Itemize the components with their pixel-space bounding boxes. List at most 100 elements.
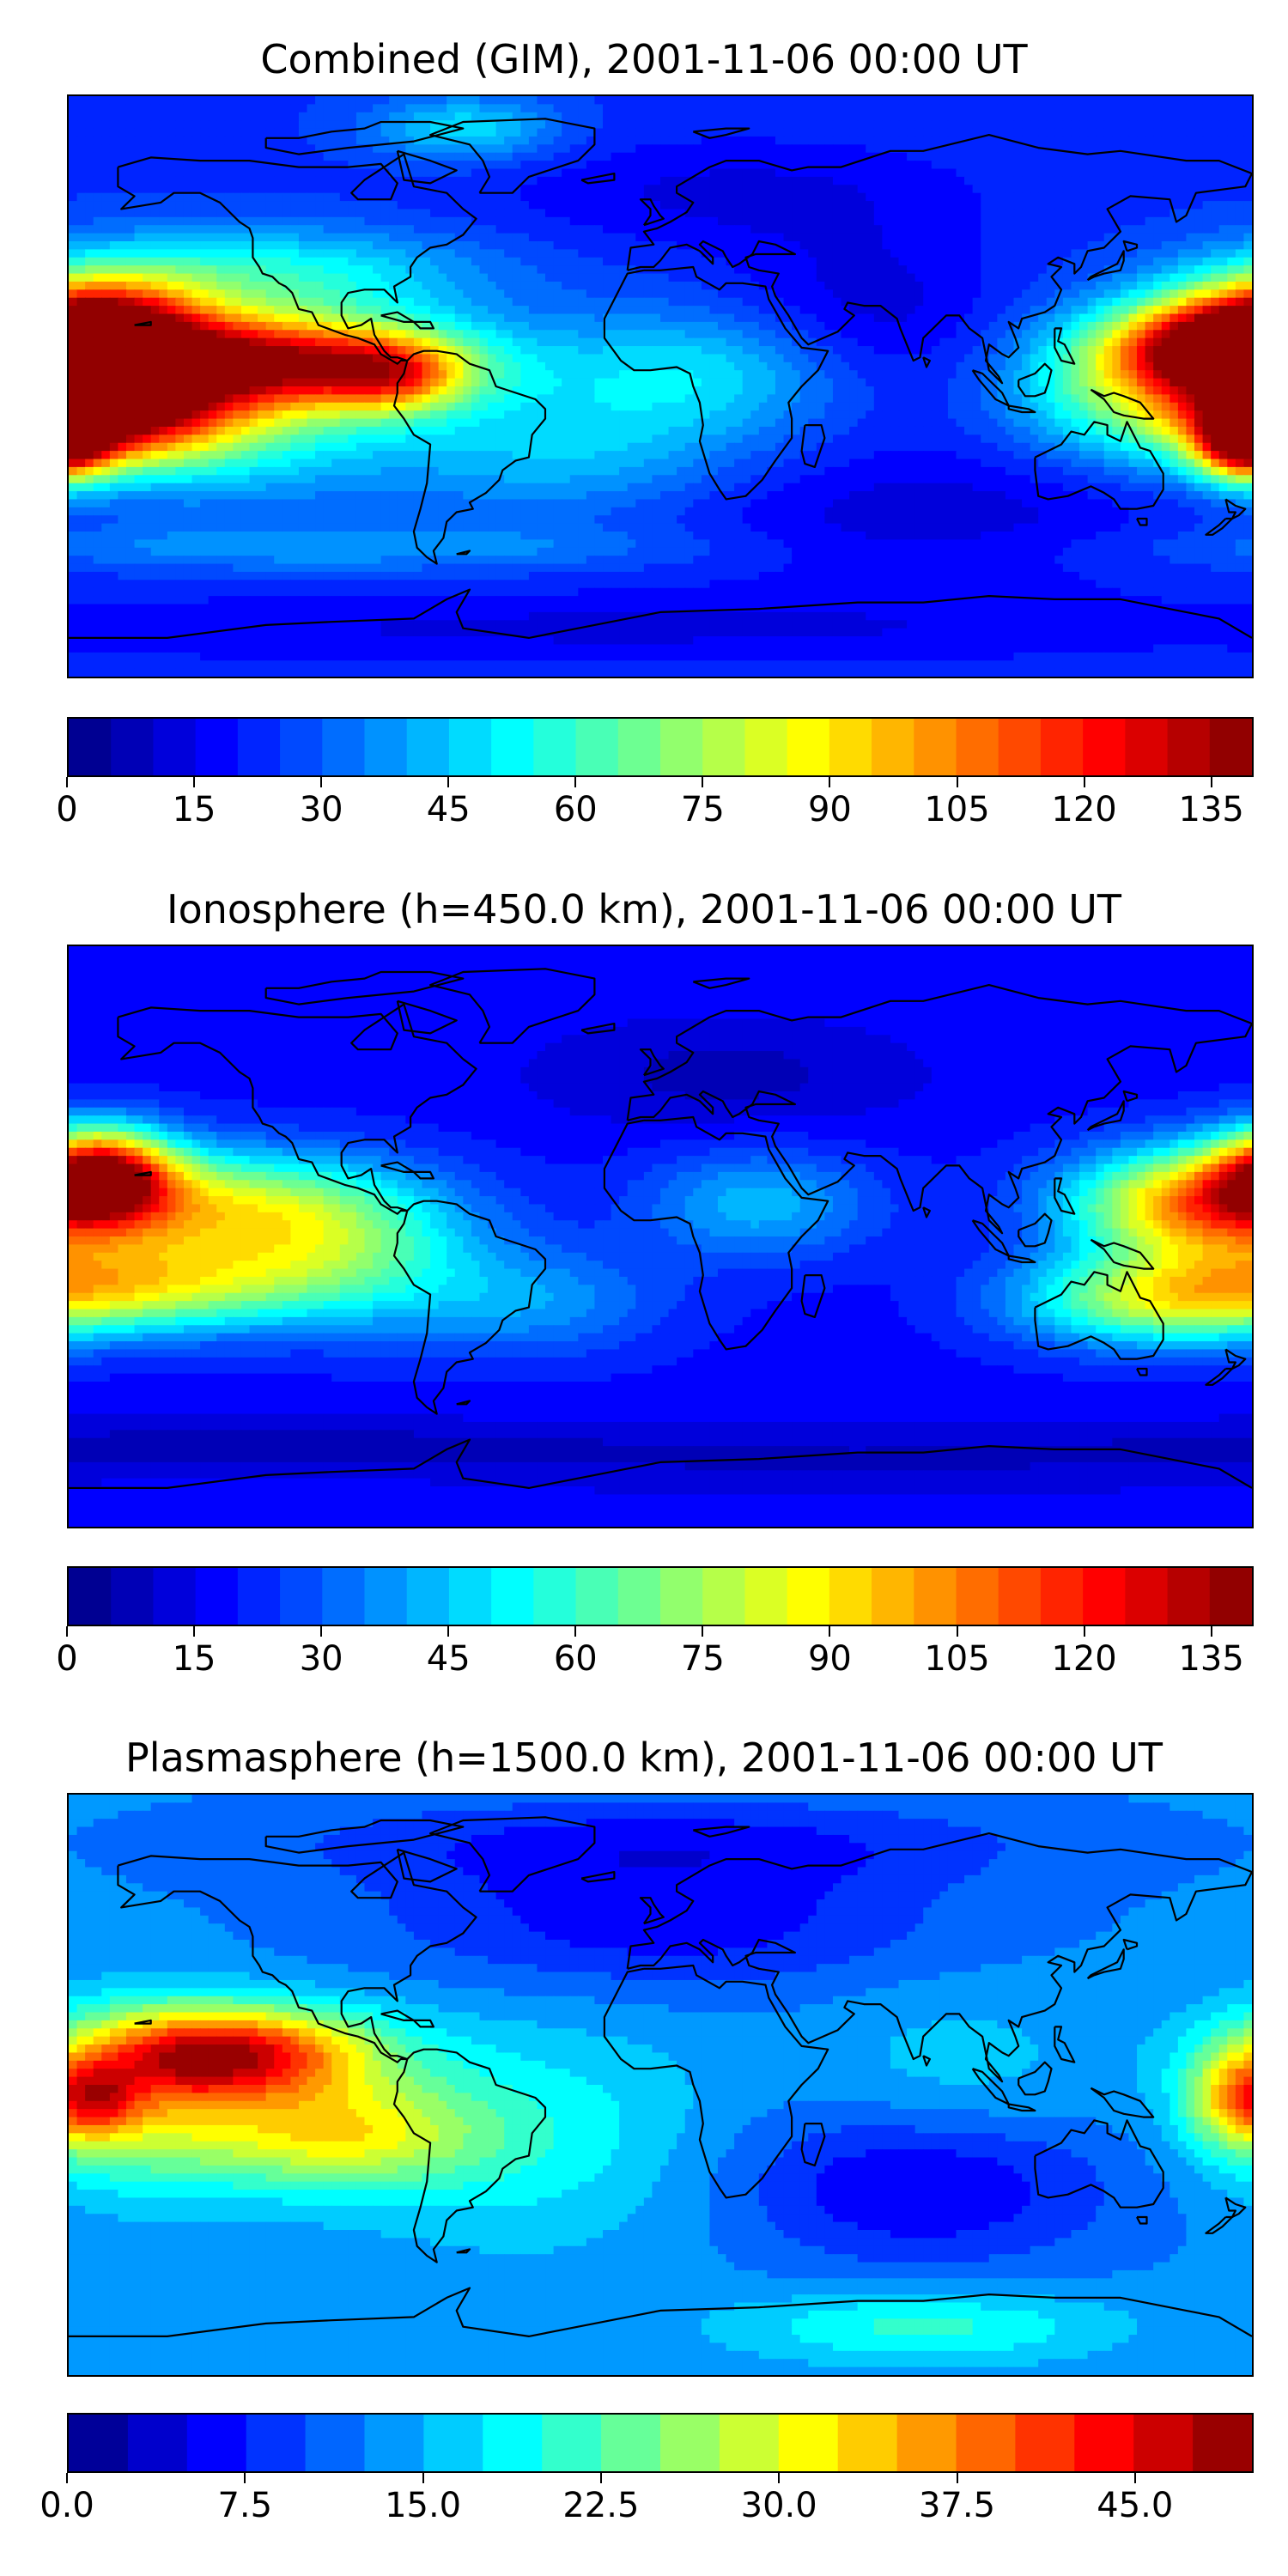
field-cell [512,337,521,347]
field-cell [964,346,974,355]
field-cell [619,265,629,275]
field-cell [504,273,513,283]
field-cell [69,185,78,194]
field-cell [315,361,325,371]
field-cell [224,192,234,202]
field-cell [849,233,859,242]
field-cell [939,273,949,283]
field-cell [701,161,711,170]
field-cell [290,249,300,258]
field-cell [249,185,258,194]
field-cell [175,201,185,210]
field-cell [76,361,86,371]
field-cell [562,297,571,307]
field-cell [339,216,349,226]
field-cell [1137,136,1146,145]
field-cell [479,112,489,121]
field-cell [69,96,78,105]
field-cell [339,209,349,218]
field-cell [258,144,267,154]
field-cell [627,104,636,113]
field-cell [422,176,431,185]
field-cell [1103,112,1113,121]
field-cell [997,185,1006,194]
field-cell [956,361,965,371]
field-cell [866,257,875,266]
field-cell [652,241,661,250]
field-cell [265,152,275,161]
field-cell [438,370,447,380]
field-cell [939,185,949,194]
field-cell [586,249,596,258]
field-cell [331,176,341,185]
field-cell [824,313,834,323]
field-cell [265,330,275,339]
field-cell [726,201,735,210]
field-cell [454,273,464,283]
field-cell [939,112,949,121]
field-cell [816,112,825,121]
field-cell [69,330,78,339]
field-cell [726,120,735,130]
field-cell [76,337,86,347]
field-cell [907,361,916,371]
field-cell [1161,192,1170,202]
field-cell [463,144,472,154]
field-cell [224,354,234,363]
field-cell [471,249,481,258]
field-cell [1137,161,1146,170]
field-cell [701,96,711,105]
field-cell [693,225,702,234]
field-cell [331,241,341,250]
field-cell [947,168,957,178]
field-cell [520,161,530,170]
field-cell [767,201,776,210]
field-cell [479,192,489,202]
field-cell [1128,152,1138,161]
field-cell [1194,96,1204,105]
field-cell [849,176,859,185]
field-cell [373,216,382,226]
field-cell [1153,104,1163,113]
field-cell [701,233,711,242]
field-cell [611,297,620,307]
field-cell [1211,321,1220,331]
field-cell [972,265,981,275]
field-cell [331,313,341,323]
field-cell [143,265,152,275]
field-cell [438,313,447,323]
field-cell [734,225,744,234]
field-cell [964,144,974,154]
field-cell [364,249,374,258]
field-cell [1218,257,1228,266]
field-cell [734,144,744,154]
field-cell [85,337,94,347]
field-cell [274,144,283,154]
field-cell [1145,313,1154,323]
field-cell [191,176,201,185]
field-cell [684,120,694,130]
field-cell [914,241,924,250]
field-cell [677,161,686,170]
field-cell [1054,209,1064,218]
field-cell [397,233,406,242]
field-cell [265,297,275,307]
field-cell [373,337,382,347]
field-cell [783,257,793,266]
field-cell [405,241,415,250]
field-cell [1177,96,1188,105]
field-cell [290,273,300,283]
field-cell [1194,321,1204,331]
field-cell [265,104,275,113]
field-cell [233,297,242,307]
field-cell [1005,306,1015,315]
field-cell [1030,346,1039,355]
field-cell [101,96,111,105]
field-cell [1211,201,1220,210]
field-cell [143,370,152,380]
field-cell [274,168,283,178]
field-cell [93,257,102,266]
field-cell [890,216,900,226]
field-cell [1071,96,1080,105]
field-cell [545,185,555,194]
